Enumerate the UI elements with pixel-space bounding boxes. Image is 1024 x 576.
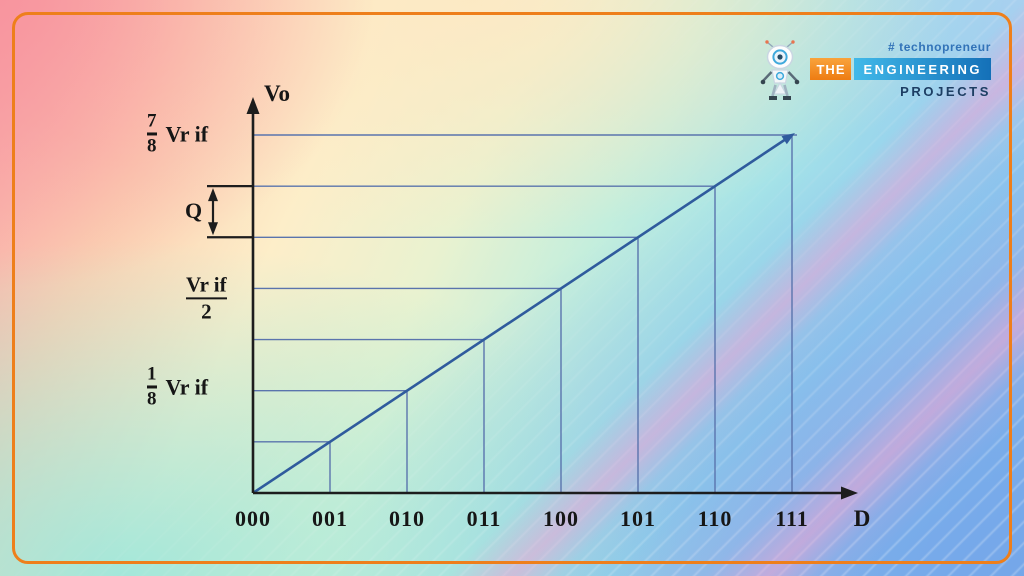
x-tick-010: 010 (389, 506, 425, 531)
x-tick-110: 110 (697, 506, 733, 531)
orange-border-frame (12, 12, 1012, 564)
logo-word-projects: PROJECTS (900, 84, 991, 99)
x-tick-001: 001 (312, 506, 348, 531)
fraction-denominator: 8 (147, 135, 157, 157)
fraction-numerator: 1 (147, 363, 157, 385)
x-axis-title: D (853, 506, 871, 531)
fraction-numerator: 7 (147, 110, 157, 132)
x-tick-111: 111 (775, 506, 809, 531)
fraction-bar (147, 385, 157, 389)
y-label-unit: Vr if (165, 374, 209, 399)
logo-wordmark: THE ENGINEERING (810, 58, 991, 80)
logo-word-engineering: ENGINEERING (854, 58, 991, 80)
quantization-step-label: Q (185, 198, 203, 223)
fraction-bar (186, 296, 227, 300)
fraction-one-eighth: 1 8 (147, 364, 157, 409)
fraction-seven-eighths: 7 8 (147, 111, 157, 156)
x-tick-000: 000 (235, 506, 271, 531)
y-label-unit: Vr if (165, 121, 209, 146)
x-tick-101: 101 (620, 506, 656, 531)
fraction-denominator: 2 (201, 299, 212, 324)
y-label-half: Vr if 2 (186, 272, 227, 324)
logo-tagline: # technopreneur (887, 40, 991, 54)
fraction-bar (147, 132, 157, 136)
x-tick-011: 011 (466, 506, 502, 531)
y-axis-title: Vo (264, 81, 290, 106)
logo-word-the: THE (810, 58, 852, 80)
robot-mascot-icon (761, 40, 800, 100)
brand-logo: # technopreneur THE ENGINEERING PROJECTS (757, 40, 991, 102)
fraction-denominator: 8 (147, 388, 157, 410)
fraction-numerator: Vr if (186, 272, 227, 297)
x-tick-100: 100 (543, 506, 579, 531)
y-label-one-eighth: 1 8 Vr if (147, 364, 208, 409)
fraction-half: Vr if 2 (186, 272, 227, 324)
y-label-seven-eighths: 7 8 Vr if (147, 111, 208, 156)
